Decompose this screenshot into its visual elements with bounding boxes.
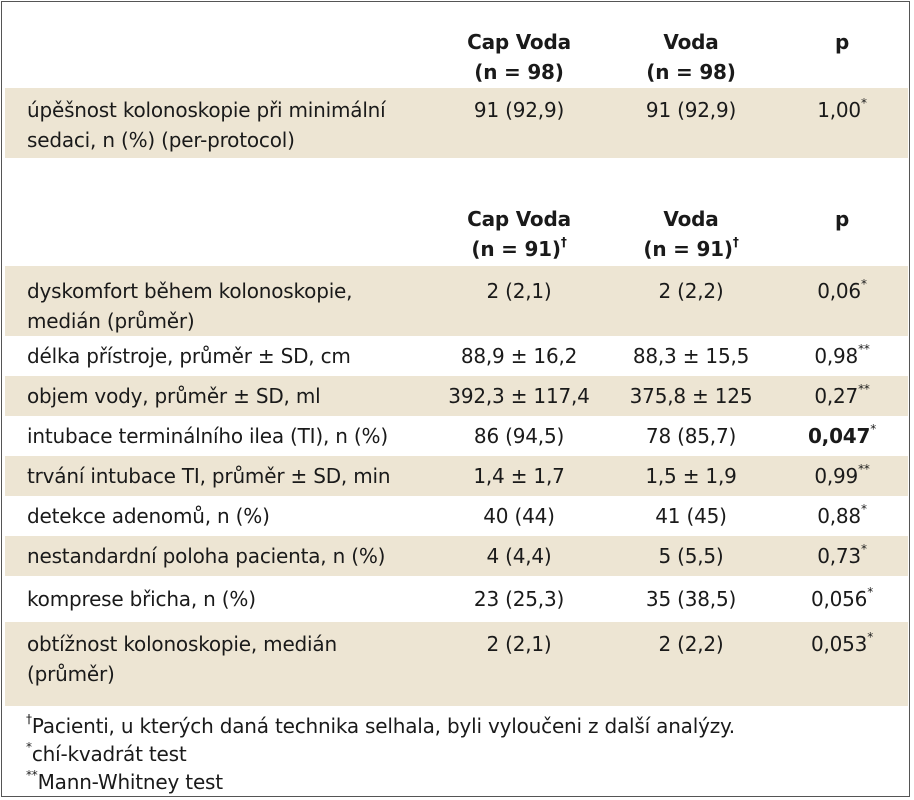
- cell-p: 0,98**: [814, 342, 870, 368]
- cell-p: 0,056*: [810, 585, 874, 611]
- table-row: intubace terminálního ilea (TI), n (%) 8…: [5, 416, 908, 456]
- cell-voda: 91 (92,9): [645, 98, 737, 122]
- cell-cap-voda: 2 (2,1): [486, 279, 552, 303]
- cell-p: 0,047*: [807, 422, 877, 448]
- footnote-mann-whitney: **Mann-Whitney test: [26, 768, 223, 794]
- table-header-2: Cap Voda (n = 91)† Voda (n = 91)† p: [5, 158, 908, 266]
- cell-cap-voda: 1,4 ± 1,7: [473, 464, 565, 488]
- table-row: objem vody, průměr ± SD, ml 392,3 ± 117,…: [5, 376, 908, 416]
- table-row: trvání intubace TI, průměr ± SD, min 1,4…: [5, 456, 908, 496]
- cell-voda: 35 (38,5): [645, 587, 737, 611]
- cell-cap-voda: 91 (92,9): [473, 98, 565, 122]
- cell-voda: 2 (2,2): [658, 279, 724, 303]
- cell-voda: 78 (85,7): [645, 424, 737, 448]
- cell-cap-voda: 40 (44): [483, 504, 555, 528]
- header-p: p: [834, 30, 850, 54]
- cell-cap-voda: 392,3 ± 117,4: [448, 384, 590, 408]
- cell-cap-voda: 23 (25,3): [473, 587, 565, 611]
- table-row: délka přístroje, průměr ± SD, cm 88,9 ± …: [5, 336, 908, 376]
- header-p: p: [834, 207, 850, 231]
- row-label: objem vody, průměr ± SD, ml: [27, 384, 321, 408]
- cell-voda: 88,3 ± 15,5: [632, 344, 750, 368]
- cell-cap-voda: 88,9 ± 16,2: [460, 344, 578, 368]
- table-row: obtížnost kolonoskopie, medián (průměr) 2…: [5, 622, 908, 706]
- cell-cap-voda: 4 (4,4): [486, 544, 552, 568]
- cell-p: 0,99**: [814, 462, 870, 488]
- row-label: délka přístroje, průměr ± SD, cm: [27, 344, 351, 368]
- footnote-dagger: †Pacienti, u kterých daná technika selha…: [26, 712, 735, 738]
- table-row: komprese břicha, n (%) 23 (25,3) 35 (38,…: [5, 576, 908, 622]
- cell-p: 0,73*: [817, 542, 867, 568]
- row-label: komprese břicha, n (%): [27, 587, 256, 611]
- cell-voda: 375,8 ± 125: [629, 384, 753, 408]
- cell-p: 1,00*: [817, 96, 867, 122]
- cell-p: 0,27**: [814, 382, 870, 408]
- table-row-success: úpěšnost kolonoskopie při minimální sedac…: [5, 88, 908, 158]
- cell-voda: 1,5 ± 1,9: [645, 464, 737, 488]
- row-label: intubace terminálního ilea (TI), n (%): [27, 424, 388, 448]
- cell-cap-voda: 86 (94,5): [473, 424, 565, 448]
- row-label: trvání intubace TI, průměr ± SD, min: [27, 464, 391, 488]
- cell-p: 0,88*: [817, 502, 867, 528]
- header-cap-voda: Cap Voda (n = 98): [467, 30, 571, 84]
- cell-voda: 5 (5,5): [658, 544, 724, 568]
- header-voda: Voda (n = 98): [646, 30, 736, 84]
- cell-cap-voda: 2 (2,1): [486, 632, 552, 656]
- table-row: detekce adenomů, n (%) 40 (44) 41 (45) 0…: [5, 496, 908, 536]
- row-label: obtížnost kolonoskopie, medián (průměr): [27, 632, 337, 686]
- cell-voda: 2 (2,2): [658, 632, 724, 656]
- footnote-chi-square: *chí-kvadrát test: [26, 740, 187, 766]
- header-cap-voda: Cap Voda (n = 91)†: [467, 207, 571, 261]
- cell-p: 0,053*: [810, 630, 874, 656]
- row-label: úpěšnost kolonoskopie při minimální sedac…: [27, 98, 386, 152]
- table-header-1: Cap Voda (n = 98) Voda (n = 98) p: [5, 2, 908, 88]
- cell-p: 0,06*: [817, 277, 867, 303]
- table-row: dyskomfort během kolonoskopie, medián (pr…: [5, 266, 908, 336]
- table-row: nestandardní poloha pacienta, n (%) 4 (4…: [5, 536, 908, 576]
- header-voda: Voda (n = 91)†: [643, 207, 739, 261]
- cell-voda: 41 (45): [655, 504, 727, 528]
- row-label: detekce adenomů, n (%): [27, 504, 270, 528]
- row-label: dyskomfort během kolonoskopie, medián (pr…: [27, 279, 353, 333]
- row-label: nestandardní poloha pacienta, n (%): [27, 544, 386, 568]
